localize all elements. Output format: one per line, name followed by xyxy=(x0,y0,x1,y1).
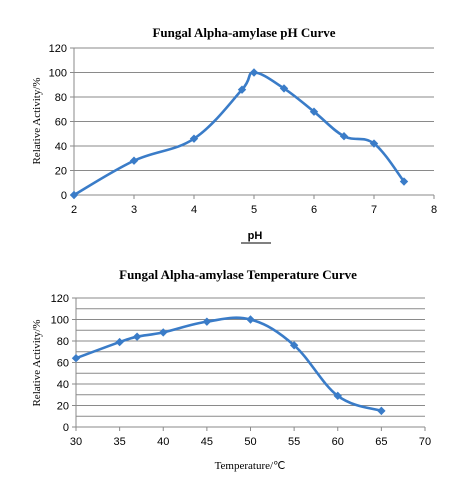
x-tick-label: 7 xyxy=(371,204,377,216)
y-tick-label: 80 xyxy=(57,336,69,348)
data-point xyxy=(289,341,299,350)
data-point xyxy=(369,139,379,148)
x-tick-label: 70 xyxy=(419,436,431,448)
data-point xyxy=(202,317,212,326)
y-tick-label: 0 xyxy=(63,422,69,434)
data-point xyxy=(71,354,81,363)
y-tick-label: 120 xyxy=(51,293,69,305)
series-line xyxy=(72,71,406,197)
x-tick-label: 8 xyxy=(431,204,437,216)
x-axis-label: Temperature/℃ xyxy=(215,460,286,472)
y-tick-label: 120 xyxy=(49,43,67,55)
data-point xyxy=(129,156,139,165)
data-point xyxy=(377,406,386,416)
chart-title: Fungal Alpha-amylase Temperature Curve xyxy=(119,267,357,282)
y-tick-label: 40 xyxy=(55,141,67,153)
x-tick-label: 55 xyxy=(288,436,300,448)
data-point xyxy=(159,328,168,337)
temperature-curve-chart: Fungal Alpha-amylase Temperature Curve 0… xyxy=(31,267,431,472)
data-point xyxy=(189,134,199,143)
data-point xyxy=(309,107,319,116)
ph-curve-chart: Fungal Alpha-amylase pH Curve 0 20 40 60 80 1… xyxy=(31,25,437,244)
data-point xyxy=(115,337,124,347)
data-point xyxy=(339,132,349,141)
data-point xyxy=(333,391,342,401)
data-point xyxy=(246,315,255,324)
chart-title: Fungal Alpha-amylase pH Curve xyxy=(152,25,335,40)
y-tick-label: 0 xyxy=(61,190,67,202)
y-tick-label: 20 xyxy=(57,401,69,413)
y-tick-label: 80 xyxy=(55,92,67,104)
x-tick-label: 2 xyxy=(71,204,77,216)
x-tick-label: 6 xyxy=(311,204,317,216)
y-tick-label: 60 xyxy=(57,358,69,370)
x-tick-label: 60 xyxy=(332,436,344,448)
y-tick-label: 40 xyxy=(57,379,69,391)
y-tick-label: 20 xyxy=(55,166,67,178)
x-axis-label: pH xyxy=(248,230,263,242)
x-tick-label: 3 xyxy=(131,204,137,216)
data-point xyxy=(237,85,247,94)
x-tick-label: 4 xyxy=(191,204,197,216)
data-point xyxy=(279,84,289,93)
x-tick-label: 30 xyxy=(70,436,82,448)
y-axis-label: Relative Activity/% xyxy=(31,319,43,406)
y-tick-label: 100 xyxy=(51,315,69,327)
x-tick-label: 50 xyxy=(244,436,256,448)
x-tick-label: 5 xyxy=(251,204,257,216)
y-tick-label: 100 xyxy=(49,68,67,80)
data-point xyxy=(69,190,79,200)
data-point xyxy=(399,177,409,186)
data-point xyxy=(249,68,259,77)
x-tick-label: 45 xyxy=(201,436,213,448)
y-tick-label: 60 xyxy=(55,117,67,129)
x-tick-label: 35 xyxy=(114,436,126,448)
y-axis-label: Relative Activity/% xyxy=(31,77,43,164)
data-point xyxy=(132,332,142,341)
x-tick-label: 40 xyxy=(157,436,169,448)
x-tick-label: 65 xyxy=(375,436,387,448)
